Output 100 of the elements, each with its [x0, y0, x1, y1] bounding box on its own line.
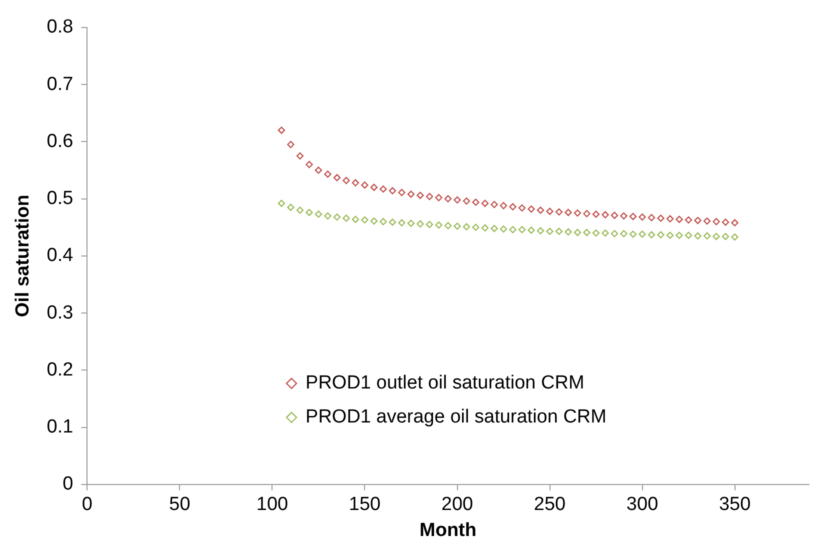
- point: [564, 228, 572, 236]
- point: [666, 232, 674, 239]
- point: [731, 219, 738, 226]
- point: [638, 230, 646, 238]
- y-tick-label: 0.2: [46, 359, 74, 380]
- x-tick-label: 200: [441, 494, 474, 516]
- point: [676, 232, 683, 239]
- point: [324, 212, 332, 220]
- point: [555, 228, 563, 235]
- point: [536, 227, 544, 234]
- point: [602, 229, 609, 237]
- point: [620, 230, 628, 238]
- point: [490, 224, 498, 232]
- point: [620, 212, 628, 220]
- point: [481, 224, 489, 232]
- point: [712, 232, 720, 240]
- point: [388, 187, 396, 194]
- point: [370, 184, 378, 191]
- y-tick-label: 0.6: [46, 130, 74, 152]
- point: [657, 231, 664, 238]
- point: [306, 160, 313, 168]
- x-tick-label: 250: [534, 494, 566, 516]
- point: [416, 192, 424, 199]
- point: [380, 185, 387, 193]
- point: [564, 208, 572, 216]
- point: [287, 140, 294, 148]
- point: [426, 220, 434, 228]
- point: [592, 229, 600, 237]
- x-tick-label: 150: [348, 494, 381, 516]
- point: [712, 218, 720, 226]
- x-tick-label: 100: [256, 494, 288, 516]
- point: [278, 126, 286, 134]
- point: [638, 213, 646, 221]
- point: [398, 219, 406, 226]
- point: [509, 203, 516, 210]
- y-tick-label: 0.7: [46, 74, 74, 95]
- point: [278, 200, 286, 207]
- point: [306, 208, 313, 216]
- point: [592, 210, 600, 218]
- point: [370, 217, 378, 225]
- point: [518, 204, 526, 212]
- point: [333, 174, 341, 182]
- point: [722, 232, 730, 240]
- point: [731, 233, 738, 241]
- point: [342, 214, 350, 222]
- point: [684, 232, 692, 239]
- point: [694, 232, 702, 240]
- legend-label: PROD1 average oil saturation CRM: [306, 406, 606, 428]
- point: [287, 204, 294, 211]
- y-tick-label: 0.8: [46, 16, 74, 38]
- point: [536, 206, 544, 214]
- point: [509, 226, 516, 234]
- point: [648, 214, 656, 222]
- point: [500, 225, 508, 233]
- point: [500, 202, 508, 210]
- point: [454, 222, 461, 230]
- y-axis-title: Oil saturation: [12, 194, 34, 318]
- point: [546, 208, 554, 215]
- point: [435, 194, 442, 202]
- x-tick-label: 0: [82, 494, 92, 516]
- point: [583, 210, 590, 218]
- point: [490, 200, 498, 208]
- point: [676, 216, 683, 223]
- y-tick-label: 0.5: [46, 188, 74, 210]
- point: [342, 176, 350, 184]
- point: [703, 217, 711, 225]
- point: [435, 221, 442, 229]
- point: [648, 231, 656, 238]
- point: [333, 213, 341, 221]
- point: [407, 190, 415, 198]
- legend-label: PROD1 outlet oil saturation CRM: [306, 372, 584, 394]
- x-tick-label: 350: [718, 494, 751, 516]
- point: [666, 215, 674, 222]
- point: [462, 197, 470, 205]
- point: [629, 230, 637, 238]
- point: [444, 195, 452, 202]
- point: [528, 205, 535, 213]
- point: [416, 220, 424, 228]
- point: [407, 220, 415, 227]
- point: [703, 232, 711, 240]
- y-tick-label: 0.1: [46, 416, 74, 438]
- point: [481, 200, 489, 207]
- point: [657, 214, 664, 222]
- point: [361, 181, 368, 189]
- point: [352, 179, 360, 186]
- point: [361, 216, 368, 224]
- point: [574, 228, 582, 236]
- y-tick-label: 0.4: [46, 245, 74, 266]
- point: [472, 198, 480, 206]
- y-tick-label: 0: [62, 474, 74, 495]
- point: [574, 209, 582, 217]
- point: [314, 210, 322, 218]
- point: [380, 218, 387, 226]
- point: [454, 196, 461, 204]
- point: [296, 206, 304, 214]
- point: [398, 188, 406, 196]
- point: [352, 216, 360, 223]
- point: [610, 212, 618, 219]
- point: [583, 228, 590, 236]
- point: [555, 208, 563, 216]
